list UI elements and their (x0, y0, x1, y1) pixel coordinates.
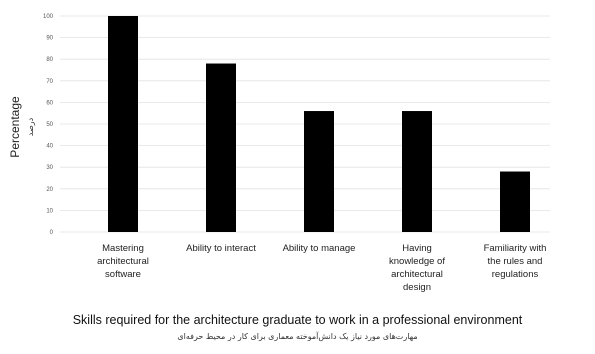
bar-chart: 0 10 20 30 40 50 60 70 80 90 100 Mastering architec… (8, 14, 550, 293)
y-axis-label-secondary: درصد (26, 117, 35, 136)
bar (304, 111, 334, 232)
bar (108, 16, 138, 232)
y-tick-label: 30 (46, 165, 53, 171)
y-tick-label: 0 (50, 230, 54, 236)
y-axis-ticks: 0 10 20 30 40 50 60 70 80 90 100 (43, 14, 54, 236)
bars (108, 16, 530, 232)
chart-title: Skills required for the architecture gra… (72, 313, 523, 327)
x-axis-labels: Mastering architectural software Ability to… (97, 243, 546, 293)
bar (402, 111, 432, 232)
y-tick-label: 10 (46, 208, 53, 214)
y-tick-label: 70 (46, 79, 53, 85)
bar (500, 171, 530, 232)
x-tick-label: Ability to interact (186, 243, 256, 254)
y-axis-label: Percentage (8, 96, 22, 158)
y-tick-label: 90 (46, 36, 53, 42)
y-tick-label: 20 (46, 187, 53, 193)
y-tick-label: 60 (46, 100, 53, 106)
x-tick-label: Familiarity with the rules and regulations (484, 243, 547, 280)
bar (206, 63, 236, 232)
x-tick-label: Having knowledge of architectural design (389, 243, 445, 293)
y-tick-label: 80 (46, 57, 53, 63)
x-tick-label: Mastering architectural software (97, 243, 149, 280)
y-tick-label: 100 (43, 14, 54, 20)
y-tick-label: 50 (46, 122, 53, 128)
x-tick-label: Ability to manage (283, 243, 356, 254)
y-tick-label: 40 (46, 144, 53, 150)
chart-subtitle: مهارت‌های مورد نیاز یک دانش‌آموخته معمار… (177, 332, 418, 341)
